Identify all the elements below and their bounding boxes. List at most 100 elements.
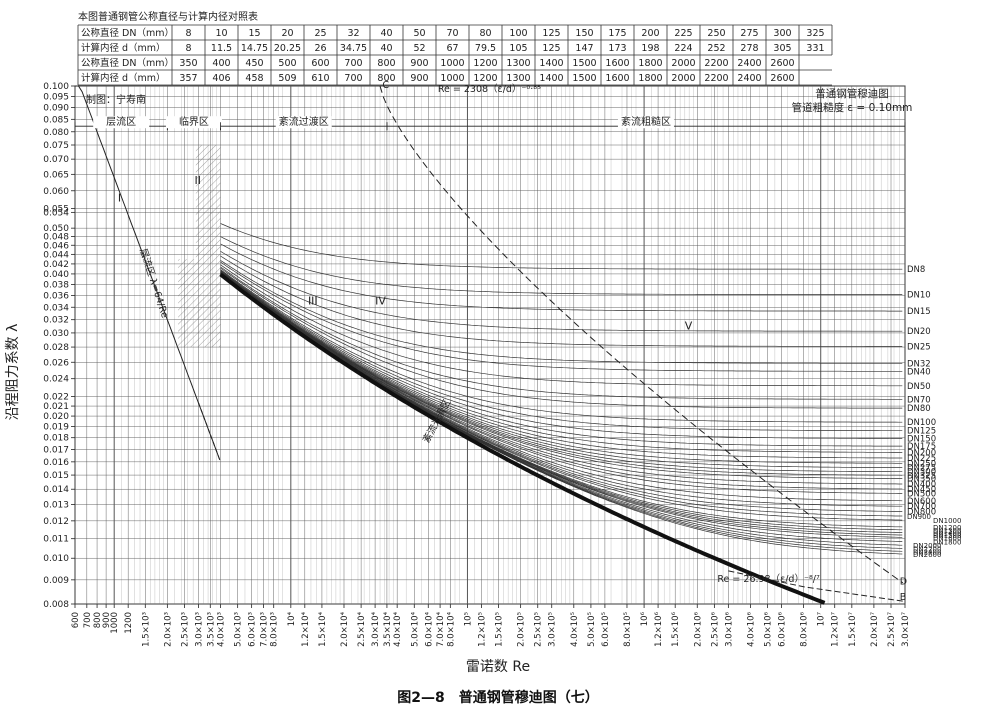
table-cell: 40 <box>380 28 392 39</box>
laminar-line <box>75 85 221 461</box>
table-cell: 700 <box>344 73 362 84</box>
x-tick-label: 2.5×10³ <box>180 612 190 647</box>
table-cell: 2000 <box>671 58 695 69</box>
table-cell: 100 <box>509 28 527 39</box>
table-cell: 1000 <box>440 58 464 69</box>
table-cell: 1800 <box>638 73 662 84</box>
table-cell: 406 <box>212 73 230 84</box>
y-tick-label: 0.075 <box>43 141 69 151</box>
series-label: DN150 <box>907 434 936 444</box>
table-cell: 15 <box>248 28 260 39</box>
x-tick-label: 10⁶ <box>640 611 650 626</box>
y-tick-label: 0.008 <box>43 600 69 610</box>
x-tick-label: 3.5×10⁴ <box>383 611 393 646</box>
table-cell: 275 <box>740 28 758 39</box>
x-tick-label: 700 <box>83 612 93 628</box>
friction-curve <box>220 251 903 332</box>
y-tick-label: 0.010 <box>43 554 69 564</box>
x-tick-label: 2.5×10⁴ <box>357 611 367 646</box>
table-cell: 125 <box>542 28 560 39</box>
friction-curve <box>220 272 903 485</box>
series-label: DN175 <box>907 442 936 452</box>
chart-annotation: C <box>382 80 389 91</box>
series-label: DN15 <box>907 307 931 317</box>
x-tick-label: 6.0×10⁴ <box>424 611 434 646</box>
table-cell: 34.75 <box>340 43 367 54</box>
series-label: DN1400 <box>933 530 961 538</box>
series-label: DN1800 <box>933 538 961 546</box>
x-tick-label: 6.0×10⁵ <box>601 612 611 647</box>
series-label: DN2600 <box>913 551 941 559</box>
region-label-bg <box>165 116 222 129</box>
friction-curve <box>220 266 903 400</box>
series-label: DN225 <box>907 454 936 464</box>
friction-curve <box>220 260 903 364</box>
region-label-bg <box>275 116 332 129</box>
table-row-label: 计算内径 d（mm） <box>81 72 166 84</box>
y-tick-label: 0.014 <box>43 485 69 495</box>
zone-label: V <box>685 320 693 333</box>
series-label: DN2000 <box>913 542 941 550</box>
table-cell: 10 <box>215 28 227 39</box>
y-tick-label: 0.090 <box>43 104 69 114</box>
table-cell: 357 <box>179 73 197 84</box>
table-cell: 11.5 <box>211 43 232 54</box>
series-label: DN350 <box>907 475 936 485</box>
table-cell: 2600 <box>770 73 794 84</box>
y-tick-label: 0.040 <box>43 270 69 280</box>
series-label: DN900 <box>907 513 931 521</box>
friction-curve <box>220 270 903 432</box>
table-cell: 8 <box>185 43 191 54</box>
series-label: DN400 <box>907 480 936 490</box>
region-label: 层流区 <box>106 115 136 128</box>
series-label: DN1600 <box>933 534 961 542</box>
table-cell: 14.75 <box>241 43 268 54</box>
table-cell: 305 <box>773 43 791 54</box>
table-cell: 900 <box>410 73 428 84</box>
region-label: 紊流过渡区 <box>279 115 329 128</box>
zone-label: I <box>118 191 121 204</box>
series-label: DN300 <box>907 468 936 478</box>
series-label: DN700 <box>907 502 936 512</box>
x-tick-label: 3.0×10³ <box>194 612 204 647</box>
table-cell: 2200 <box>704 73 728 84</box>
table-cell: 225 <box>674 28 692 39</box>
series-label: DN25 <box>907 342 931 352</box>
table-cell: 70 <box>446 28 458 39</box>
table-cell: 40 <box>380 43 392 54</box>
table-cell: 800 <box>377 73 395 84</box>
y-tick-label: 0.054 <box>43 208 69 218</box>
table-cell: 26 <box>314 43 326 54</box>
friction-curve <box>220 272 903 479</box>
table-cell: 32 <box>347 28 359 39</box>
y-axis-label: 沿程阻力系数 λ <box>5 324 21 421</box>
y-tick-label: 0.026 <box>43 358 69 368</box>
y-tick-label: 0.022 <box>43 393 69 403</box>
x-tick-label: 2.0×10⁴ <box>340 611 350 646</box>
table-cell: 80 <box>479 28 491 39</box>
table-cell: 2400 <box>737 58 761 69</box>
chart-annotation: D <box>900 576 907 587</box>
chart-title: 普通钢管穆迪图 <box>815 87 889 100</box>
table-cell: 105 <box>509 43 527 54</box>
friction-curve <box>220 271 903 453</box>
x-tick-label: 3.0×10⁵ <box>548 612 558 647</box>
table-cell: 1500 <box>572 73 596 84</box>
table-cell: 2200 <box>704 58 728 69</box>
y-tick-label: 0.019 <box>43 423 69 433</box>
boundary-B-line <box>728 570 906 602</box>
table-cell: 1400 <box>539 58 563 69</box>
figure-caption: 图2—8 普通钢管穆迪图（七） <box>397 689 598 706</box>
x-tick-label: 10⁴ <box>287 611 297 626</box>
x-tick-label: 1.5×10³ <box>141 612 151 647</box>
table-cell: 50 <box>413 28 425 39</box>
series-label: DN450 <box>907 485 936 495</box>
x-tick-label: 600 <box>71 612 81 628</box>
x-tick-label: 8.0×10⁴ <box>446 611 456 646</box>
x-tick-label: 1.5×10⁷ <box>848 611 858 646</box>
x-tick-label: 1.5×10⁴ <box>318 611 328 646</box>
x-tick-label: 1.2×10⁷ <box>831 611 841 646</box>
table-title: 本图普通钢管公称直径与计算内径对照表 <box>78 10 258 23</box>
x-tick-label: 5.0×10³ <box>234 612 244 647</box>
